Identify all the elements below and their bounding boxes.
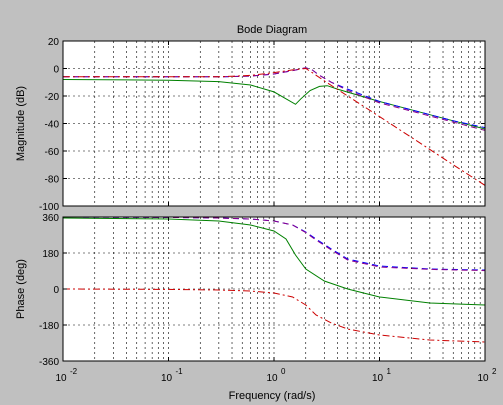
x-axis-label: Frequency (rad/s): [229, 390, 316, 402]
y-tick-label: 360: [42, 213, 59, 224]
y-tick-label: -360: [39, 357, 59, 368]
panel-magnitude: 20 0 -20 -40 -60 -80 -100 Magnitude (dB): [15, 37, 486, 213]
x-tick-label: 10: [161, 373, 173, 384]
x-tick-label: 10: [55, 373, 67, 384]
y-tick-label: 0: [53, 285, 59, 296]
y-tick-label: 180: [42, 249, 59, 260]
x-tick-exponent: 1: [387, 367, 392, 376]
y-axis-label: Phase (deg): [15, 259, 27, 319]
series-line-4: [63, 288, 485, 343]
y-tick-label: -40: [45, 120, 60, 131]
y-tick-label: -80: [45, 175, 60, 186]
plot-panels: 20 0 -20 -40 -60 -80 -100 Magnitude (dB) 360 180 0…: [15, 37, 486, 368]
series-line-1: [63, 217, 485, 306]
panel-phase: 360 180 0 -180 -360 Phase (deg): [15, 213, 486, 368]
x-tick-exponent: 0: [281, 367, 286, 376]
y-axis-label: Magnitude (dB): [15, 86, 27, 161]
y-tick-label: -180: [39, 321, 59, 332]
grid: [63, 41, 485, 206]
series-line-3: [63, 67, 485, 131]
y-tick-label: 0: [53, 65, 59, 76]
x-tick-label: 10: [372, 373, 384, 384]
chart-title: Bode Diagram: [237, 24, 307, 36]
series-group: [63, 217, 485, 343]
y-tick-label: 20: [48, 37, 60, 48]
x-tick-label: 10: [477, 373, 489, 384]
x-tick-label: 10: [266, 373, 278, 384]
y-tick-label: -60: [45, 147, 60, 158]
y-tick-label: -100: [39, 202, 59, 213]
series-line-3: [63, 217, 485, 272]
series-line-4: [63, 67, 485, 186]
y-tick-label: -20: [45, 92, 60, 103]
x-tick-exponent: -2: [70, 367, 78, 376]
x-tick-exponent: -1: [176, 367, 184, 376]
series-group: [63, 67, 485, 186]
x-tick-exponent: 2: [492, 367, 497, 376]
